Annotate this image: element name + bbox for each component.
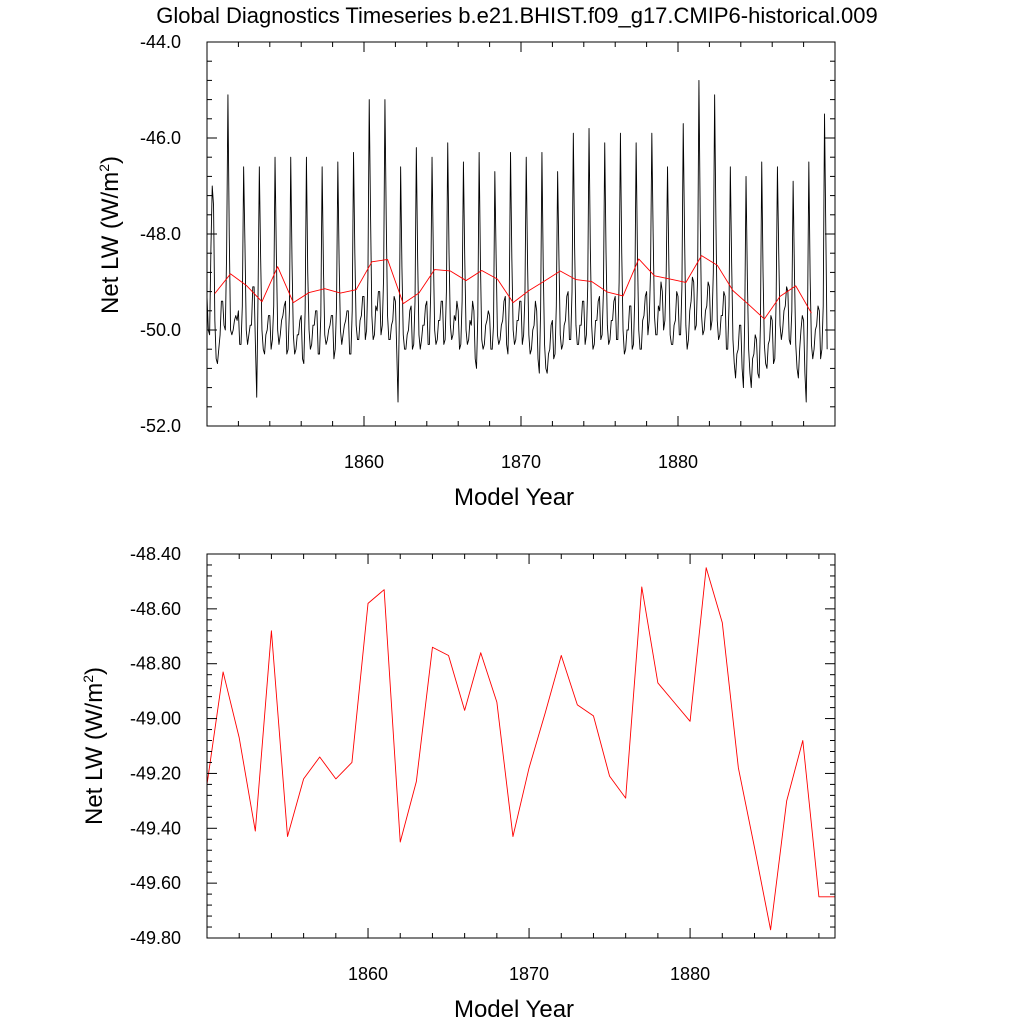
bottom-ytick-label: -48.40 [130,544,181,564]
top-xtick-label: 1860 [344,452,384,472]
top-xtick-label: 1870 [501,452,541,472]
bottom-ytick-label: -49.60 [130,873,181,893]
top-ylabel-sup: 2 [96,164,112,172]
bottom-xtick-label: 1860 [348,964,388,984]
top-ylabel-main: Net LW (W/m [97,172,124,314]
top-series-annual-mean-line [214,255,812,320]
top-ytick-label: -48.0 [140,224,181,244]
bottom-ylabel-sup: 2 [80,675,96,683]
figure-title: Global Diagnostics Timeseries b.e21.BHIS… [156,3,877,28]
top-xtick-label: 1880 [658,452,698,472]
bottom-ytick-label: -49.40 [130,818,181,838]
bottom-ytick-label: -48.60 [130,599,181,619]
bottom-ylabel-main: Net LW (W/m [81,683,108,825]
bottom-plot-frame [206,553,836,939]
bottom-panel-ylabel: Net LW (W/m2) [80,667,108,825]
top-series-monthly-line [206,79,828,403]
bottom-xtick-label: 1870 [509,964,549,984]
top-ytick-label: -44.0 [140,32,181,52]
bottom-xtick-label: 1880 [670,964,710,984]
bottom-panel: Net LW (W/m2) Model Year 1860 1870 1880 -49… [80,544,836,1023]
top-ytick-label: -52.0 [140,416,181,436]
top-ylabel-end: ) [97,156,124,164]
top-panel: Net LW (W/m2) Model Year 1860 1870 1880 -52… [96,32,836,511]
top-plot-frame [206,41,836,427]
bottom-ytick-label: -49.20 [130,763,181,783]
top-ytick-label: -46.0 [140,128,181,148]
bottom-ytick-label: -48.80 [130,654,181,674]
bottom-ytick-label: -49.80 [130,928,181,948]
bottom-ytick-label: -49.00 [130,709,181,729]
top-panel-xlabel: Model Year [454,484,574,511]
bottom-series-annual-mean-line [206,567,835,931]
top-panel-ylabel: Net LW (W/m2) [96,156,124,314]
bottom-panel-xlabel: Model Year [454,996,574,1023]
bottom-ylabel-end: ) [81,667,108,675]
top-ytick-label: -50.0 [140,320,181,340]
